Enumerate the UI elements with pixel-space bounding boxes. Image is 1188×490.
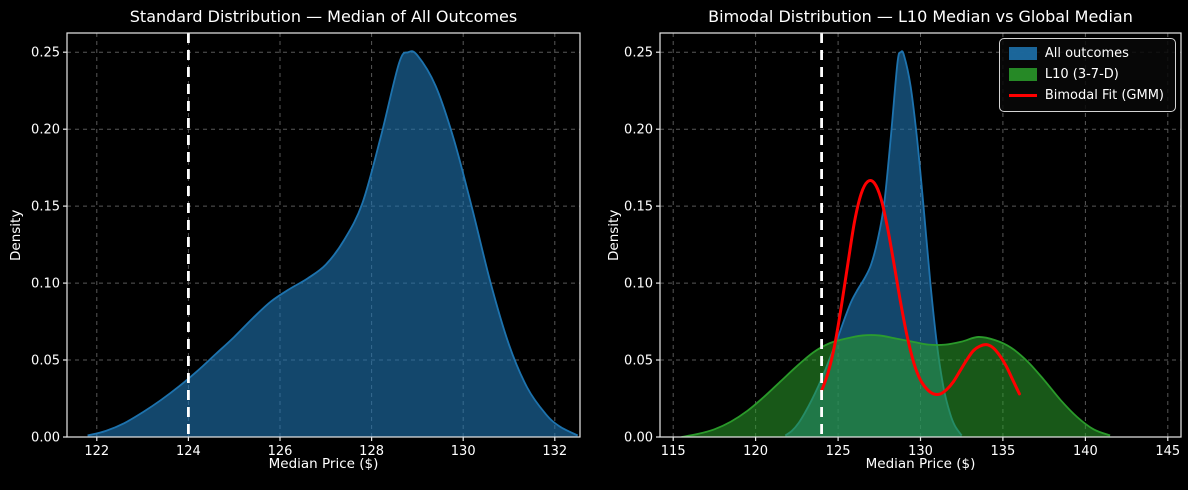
x-tick-label: 132 — [542, 444, 567, 459]
x-tick-label: 128 — [359, 444, 384, 459]
x-tick-label: 145 — [1155, 444, 1180, 459]
legend-label-l10: L10 (3-7-D) — [1044, 67, 1119, 82]
legend-item-bimodal-fit: Bimodal Fit (GMM) — [1008, 88, 1164, 103]
right-plot-area: 115 120 125 130 135 140 145 0.00 0.05 0.10 0.15 0.2… — [624, 32, 1182, 459]
legend: All outcomes L10 (3-7-D) Bimodal Fit (GM… — [998, 38, 1176, 112]
legend-item-all-outcomes: All outcomes — [1008, 46, 1164, 61]
y-tick-label: 0.15 — [31, 200, 60, 215]
x-tick-label: 130 — [451, 444, 476, 459]
legend-swatch-all-outcomes — [1008, 47, 1037, 60]
left-x-axis-label: Median Price ($) — [268, 456, 379, 472]
all-outcomes-density-outline — [87, 50, 579, 437]
y-tick-label: 0.15 — [624, 200, 653, 215]
x-tick-label: 135 — [990, 444, 1015, 459]
right-x-axis-label: Median Price ($) — [865, 456, 976, 472]
standard-distribution-chart: Standard Distribution — Median of All Ou… — [8, 7, 581, 472]
y-tick-label: 0.25 — [31, 46, 60, 61]
legend-item-l10: L10 (3-7-D) — [1008, 67, 1164, 82]
right-chart-title: Bimodal Distribution — L10 Median vs Glo… — [708, 7, 1133, 26]
y-tick-label: 0.25 — [624, 46, 653, 61]
legend-label-all-outcomes: All outcomes — [1044, 46, 1129, 61]
x-tick-label: 140 — [1073, 444, 1098, 459]
all-outcomes-density-area — [87, 51, 578, 437]
y-tick-label: 0.10 — [624, 277, 653, 292]
legend-swatch-bimodal-fit — [1008, 94, 1037, 97]
y-tick-label: 0.00 — [624, 431, 653, 446]
bimodal-distribution-chart: Bimodal Distribution — L10 Median vs Glo… — [594, 0, 1188, 490]
left-chart-title: Standard Distribution — Median of All Ou… — [129, 7, 518, 26]
x-tick-label: 126 — [268, 444, 293, 459]
axes-frame — [66, 32, 581, 438]
y-tick-label: 0.20 — [624, 123, 653, 138]
y-tick-label: 0.05 — [31, 354, 60, 369]
x-tick-label: 122 — [84, 444, 109, 459]
x-tick-label: 120 — [743, 444, 768, 459]
bimodal-fit-line — [820, 178, 1021, 396]
x-tick-label: 115 — [661, 444, 686, 459]
y-tick-label: 0.10 — [31, 277, 60, 292]
x-tick-label: 124 — [176, 444, 201, 459]
legend-swatch-l10 — [1008, 68, 1037, 81]
l10-density-area — [681, 335, 1111, 437]
y-tick-label: 0.05 — [624, 354, 653, 369]
y-tick-label: 0.20 — [31, 123, 60, 138]
legend-label-bimodal-fit: Bimodal Fit (GMM) — [1044, 88, 1164, 103]
x-tick-label: 130 — [908, 444, 933, 459]
left-plot-area: 122 124 126 128 130 132 0.00 0.05 0.10 0.15 0.20 0.… — [31, 32, 581, 459]
x-tick-label: 125 — [826, 444, 851, 459]
y-tick-label: 0.00 — [31, 431, 60, 446]
l10-density-outline — [681, 334, 1111, 437]
